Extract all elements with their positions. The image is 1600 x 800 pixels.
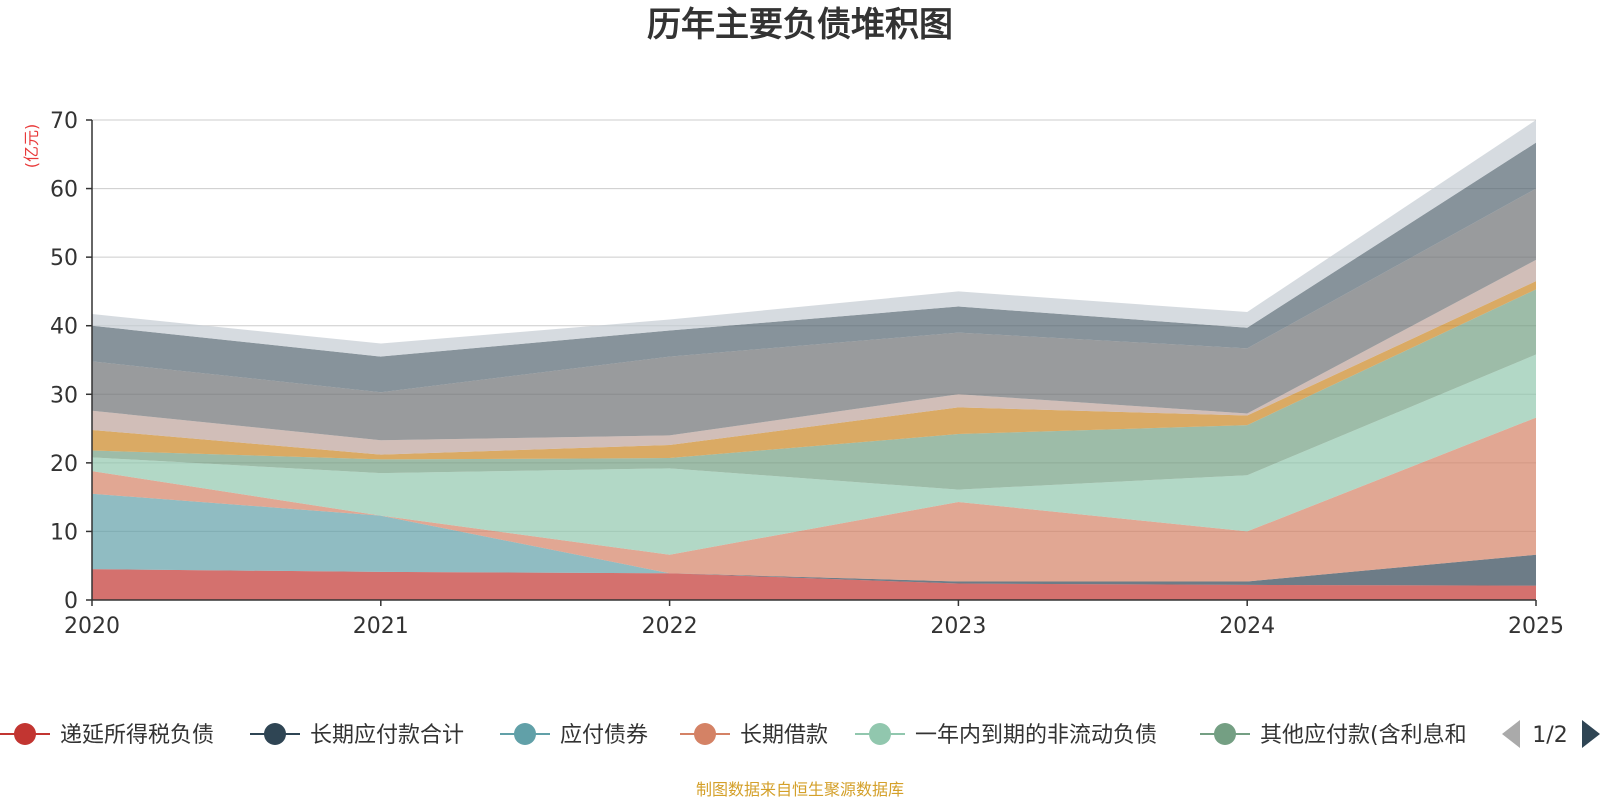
legend-item[interactable]: 一年内到期的非流动负债	[855, 723, 1157, 748]
area-递延所得税负债	[92, 569, 1536, 600]
y-tick-label: 10	[50, 520, 78, 545]
legend-page-indicator: 1/2	[1532, 723, 1567, 748]
y-tick-label: 50	[50, 246, 78, 271]
legend-marker	[264, 723, 286, 745]
x-tick-label: 2022	[642, 614, 698, 639]
x-tick-label: 2020	[64, 614, 120, 639]
legend-item[interactable]: 长期应付款合计	[250, 723, 464, 748]
x-tick-label: 2024	[1219, 614, 1275, 639]
y-tick-label: 70	[50, 109, 78, 134]
legend-marker	[14, 723, 36, 745]
legend-marker	[514, 723, 536, 745]
y-tick-label: 20	[50, 452, 78, 477]
y-tick-label: 0	[64, 589, 78, 614]
area-短期借款	[92, 188, 1536, 441]
legend-label: 递延所得税负债	[60, 723, 214, 748]
legend-prev-page-icon[interactable]	[1502, 720, 1520, 748]
legend-marker	[1214, 723, 1236, 745]
legend-marker	[869, 723, 891, 745]
y-tick-label: 40	[50, 315, 78, 340]
area-应付债券	[92, 493, 1536, 582]
y-tick-label: 60	[50, 178, 78, 203]
area-其他应付款(含利息和	[92, 289, 1536, 490]
legend-item[interactable]: 应付债券	[500, 723, 648, 748]
legend-item[interactable]: 递延所得税负债	[0, 723, 214, 748]
legend-label: 应付债券	[560, 723, 648, 748]
source-note: 制图数据来自恒生聚源数据库	[696, 780, 904, 799]
area-其他	[92, 120, 1536, 357]
x-tick-label: 2025	[1508, 614, 1564, 639]
x-tick-label: 2021	[353, 614, 409, 639]
legend-label: 长期借款	[740, 723, 828, 748]
legend-label: 一年内到期的非流动负债	[915, 723, 1157, 748]
legend-item[interactable]: 其他应付款(含利息和	[1200, 723, 1467, 748]
legend-marker	[694, 723, 716, 745]
area-预收款项	[92, 259, 1536, 455]
area-应付账款	[92, 281, 1536, 460]
area-一年内到期的非流动负债	[92, 354, 1536, 555]
legend-label: 长期应付款合计	[310, 723, 464, 748]
legend-item[interactable]: 长期借款	[680, 723, 828, 748]
y-tick-label: 30	[50, 383, 78, 408]
area-应付票据	[92, 142, 1536, 393]
legend-next-page-icon[interactable]	[1582, 720, 1600, 748]
area-长期借款	[92, 417, 1536, 582]
area-长期应付款合计	[92, 554, 1536, 586]
chart-title: 历年主要负债堆积图	[647, 5, 953, 45]
legend-label: 其他应付款(含利息和	[1260, 723, 1467, 748]
x-tick-label: 2023	[930, 614, 986, 639]
y-axis-unit-label: (亿元)	[22, 124, 41, 169]
